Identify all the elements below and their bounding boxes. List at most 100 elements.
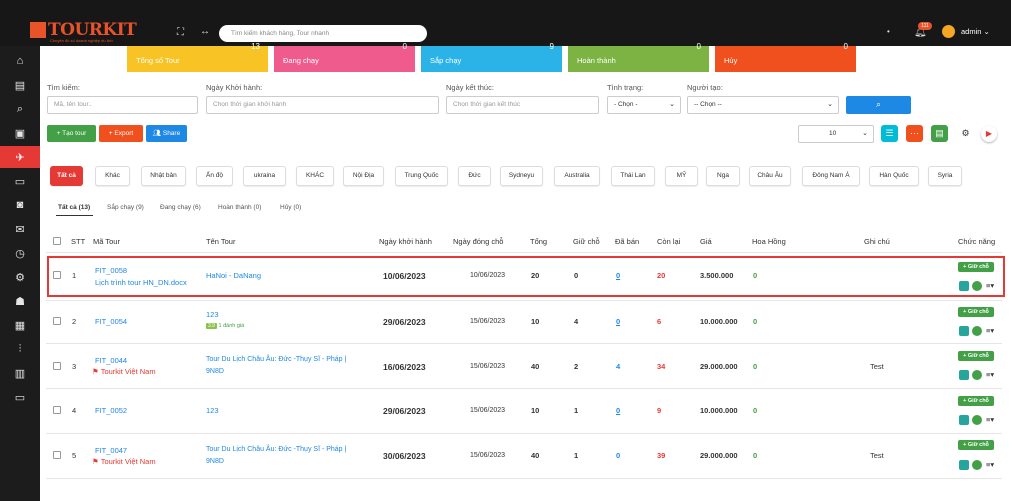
tour-code-link[interactable]: FIT_0044: [95, 356, 128, 365]
avatar[interactable]: [942, 25, 955, 38]
category-chip[interactable]: Syria: [928, 166, 962, 186]
calendar-view-icon[interactable]: ▤: [931, 125, 948, 142]
sidebar-clock-icon[interactable]: ◷: [15, 247, 25, 260]
sidebar-home-icon[interactable]: ⌂: [16, 55, 24, 67]
status-select[interactable]: - Chọn - ⌄: [607, 96, 681, 114]
row-checkbox[interactable]: [53, 451, 61, 459]
category-chip[interactable]: Sydneyu: [500, 166, 543, 186]
user-menu[interactable]: admin ⌄: [961, 27, 990, 36]
table-icon[interactable]: [959, 281, 969, 291]
logo[interactable]: TOURKIT Chuyên đồ số doanh nghiệp du lịc…: [30, 20, 137, 44]
add-tour-button[interactable]: + Tạo tour: [47, 125, 96, 142]
tour-name-link[interactable]: Tour Du Lịch Châu Âu: Đức -Thụy Sĩ - Phá…: [206, 356, 347, 363]
category-chip[interactable]: Đông Nam Á: [802, 166, 860, 186]
category-chip[interactable]: Thái Lan: [611, 166, 655, 186]
sold-seats-link[interactable]: 4: [616, 362, 621, 371]
table-icon[interactable]: [959, 460, 969, 470]
subtab-upcoming[interactable]: Sắp chạy (9): [107, 204, 144, 211]
sold-seats-link[interactable]: 0: [616, 451, 621, 460]
download-icon[interactable]: [972, 326, 982, 336]
category-chip[interactable]: Trung Quốc: [395, 166, 448, 186]
hold-seat-button[interactable]: + Giữ chỗ: [958, 307, 994, 317]
hold-seat-button[interactable]: + Giữ chỗ: [958, 262, 994, 272]
select-all-checkbox[interactable]: [53, 237, 61, 245]
sidebar-users-icon[interactable]: ☗: [15, 295, 25, 308]
start-date-input[interactable]: Chọn thời gian khởi hành: [206, 96, 439, 114]
row-checkbox[interactable]: [53, 317, 61, 325]
page-size-select[interactable]: 10 ⌄: [798, 125, 874, 143]
tour-code-link[interactable]: FIT_0047: [95, 446, 128, 455]
download-icon[interactable]: [972, 370, 982, 380]
sidebar-tour-icon[interactable]: ✈: [0, 146, 40, 168]
sidebar-chart-icon[interactable]: ⫶: [18, 342, 22, 355]
category-chip[interactable]: Nga: [706, 166, 740, 186]
sidebar-report-icon[interactable]: ▦: [14, 319, 26, 332]
gear-icon[interactable]: ⚙: [957, 125, 974, 142]
category-chip[interactable]: Khác: [95, 166, 130, 186]
menu-icon[interactable]: ≡▾: [986, 415, 995, 424]
row-checkbox[interactable]: [53, 406, 61, 414]
sidebar-card-icon[interactable]: ▭: [14, 175, 26, 188]
row-checkbox[interactable]: [53, 271, 61, 279]
more-options-icon[interactable]: ⋯: [906, 125, 923, 142]
tour-code-link[interactable]: FIT_0052: [95, 406, 128, 415]
category-chip[interactable]: Đức: [458, 166, 491, 186]
bell-icon[interactable]: 🔔︎: [914, 27, 927, 38]
subtab-completed[interactable]: Hoàn thành (0): [218, 204, 262, 211]
category-chip[interactable]: Nội Địa: [343, 166, 384, 186]
tour-name-line2[interactable]: 9N8D: [206, 368, 224, 375]
hold-seat-button[interactable]: + Giữ chỗ: [958, 440, 994, 450]
sold-seats-link[interactable]: 0: [616, 271, 621, 280]
stat-running[interactable]: Đang chạy 0: [274, 42, 415, 72]
category-chip[interactable]: ukraina: [243, 166, 286, 186]
tour-name-link[interactable]: 123: [206, 310, 219, 319]
tour-search-input[interactable]: Mã, tên tour..: [47, 96, 198, 114]
tour-name-line2[interactable]: 9N8D: [206, 458, 224, 465]
sidebar-stats-icon[interactable]: ▥: [14, 367, 26, 380]
hold-seat-button[interactable]: + Giữ chỗ: [958, 396, 994, 406]
stat-cancelled[interactable]: Hủy 0: [715, 42, 856, 72]
sidebar-gear-icon[interactable]: ⚙: [15, 271, 25, 284]
download-icon[interactable]: [972, 281, 982, 291]
menu-icon[interactable]: ≡▾: [986, 326, 995, 335]
sold-seats-link[interactable]: 0: [616, 317, 621, 326]
stat-upcoming[interactable]: Sắp chạy 9: [421, 42, 562, 72]
menu-icon[interactable]: ≡▾: [986, 370, 995, 379]
menu-icon[interactable]: ≡▾: [986, 281, 995, 290]
tour-name-link[interactable]: Tour Du Lịch Châu Âu: Đức -Thụy Sĩ - Phá…: [206, 446, 347, 453]
share-button[interactable]: 👥︎ Share: [146, 125, 187, 142]
table-icon[interactable]: [959, 415, 969, 425]
fullscreen-icon[interactable]: ⛶: [177, 27, 184, 38]
hold-seat-button[interactable]: + Giữ chỗ: [958, 351, 994, 361]
tour-file-link[interactable]: Lịch trình tour HN_DN.docx: [95, 278, 187, 287]
sidebar-bag-icon[interactable]: ◙: [16, 199, 24, 211]
tour-name-link[interactable]: HaNoi - DaNang: [206, 271, 262, 280]
sidebar-mail-icon[interactable]: ✉: [15, 223, 25, 236]
row-checkbox[interactable]: [53, 362, 61, 370]
sold-seats-link[interactable]: 0: [616, 406, 621, 415]
export-button[interactable]: + Export: [99, 125, 143, 142]
table-icon[interactable]: [959, 370, 969, 380]
subtab-all[interactable]: Tất cả (13): [58, 204, 91, 211]
creator-select[interactable]: -- Chọn -- ⌄: [687, 96, 839, 114]
category-chip[interactable]: Nhật bản: [141, 166, 186, 186]
category-chip[interactable]: Australia: [554, 166, 600, 186]
tour-name-link[interactable]: 123: [206, 406, 219, 415]
expand-horizontal-icon[interactable]: ↔: [200, 26, 210, 37]
category-chip[interactable]: Tất cả: [50, 166, 83, 186]
download-icon[interactable]: [972, 460, 982, 470]
menu-icon[interactable]: ≡▾: [986, 460, 995, 469]
global-search-input[interactable]: Tìm kiếm khách hàng, Tour nhanh: [219, 25, 427, 42]
search-button[interactable]: ⌕: [846, 96, 911, 114]
category-chip[interactable]: Hàn Quốc: [869, 166, 919, 186]
sidebar-search-icon[interactable]: ⌕: [16, 102, 24, 115]
subtab-cancelled[interactable]: Hủy (0): [280, 204, 302, 211]
category-chip[interactable]: KHÁC: [296, 166, 334, 186]
tour-code-link[interactable]: FIT_0054: [95, 317, 128, 326]
sidebar-document-icon[interactable]: ▣: [14, 127, 26, 140]
subtab-running[interactable]: Đang chạy (6): [160, 204, 201, 211]
stat-total-tours[interactable]: Tổng số Tour 13: [127, 42, 268, 72]
table-icon[interactable]: [959, 326, 969, 336]
category-chip[interactable]: MỸ: [665, 166, 698, 186]
end-date-input[interactable]: Chọn thời gian kết thúc: [446, 96, 599, 114]
